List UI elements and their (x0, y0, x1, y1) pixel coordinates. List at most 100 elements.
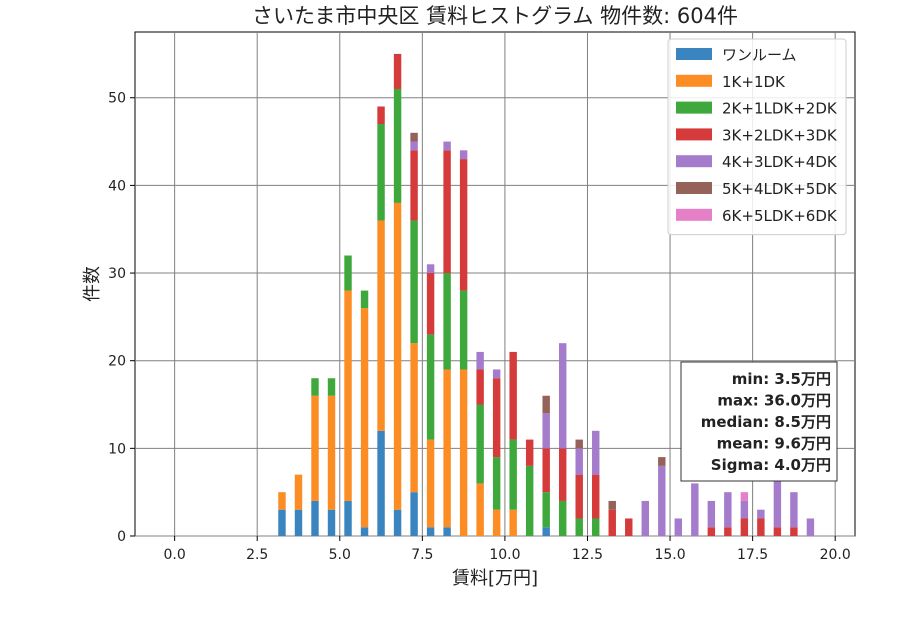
bar-segment-s4 (674, 518, 683, 536)
legend-label: 2K+1LDK+2DK (722, 100, 838, 118)
bar-segment-s1 (377, 220, 385, 431)
bar-segment-s4 (724, 492, 732, 528)
bar-segment-s4 (542, 413, 550, 449)
y-tick-label: 20 (108, 354, 126, 370)
bar-segment-s4 (476, 351, 484, 370)
bar-segment-s1 (393, 202, 402, 510)
bar-segment-s2 (492, 457, 501, 510)
bar-segment-s1 (311, 395, 319, 501)
bar-segment-s0 (278, 509, 286, 536)
legend: ワンルーム 1K+1DK 2K+1LDK+2DK 3K+2LDK+3DK 4K+3LDK… (667, 38, 847, 236)
bar-segment-s2 (558, 500, 567, 536)
bar-segment-s3 (575, 474, 583, 519)
bar-segment-s1 (278, 492, 286, 510)
bar-segment-s2 (592, 518, 600, 536)
bar-segment-s3 (410, 150, 418, 221)
legend-swatch (676, 128, 712, 141)
x-tick-label: 20.0 (820, 547, 851, 563)
legend-swatch (676, 48, 712, 60)
bar-segment-s3 (443, 150, 451, 274)
bar-segment-s0 (393, 509, 402, 536)
bar-segment-s2 (509, 439, 517, 510)
legend-label: ワンルーム (722, 46, 797, 64)
histogram-bars (278, 53, 815, 536)
legend-swatch (676, 155, 712, 168)
bar-segment-s2 (476, 404, 484, 484)
bar-segment-s3 (542, 448, 550, 493)
stats-line: max: 36.0万円 (717, 392, 831, 410)
bar-segment-s2 (426, 334, 435, 440)
bar-segment-s0 (360, 527, 369, 536)
x-tick-label: 5.0 (329, 547, 351, 563)
bar-segment-s5 (575, 439, 583, 449)
bar-segment-s0 (443, 527, 451, 536)
bar-segment-s3 (377, 106, 385, 125)
bar-segment-s2 (575, 518, 583, 536)
bar-segment-s5 (658, 457, 666, 466)
x-axis-ticks: 0.0 2.5 5.0 7.5 10.0 12.5 15.0 17.5 20.0 (164, 536, 851, 563)
bar-segment-s1 (476, 483, 484, 536)
bar-segment-s0 (410, 492, 418, 536)
stats-line: Sigma: 4.0万円 (711, 456, 831, 474)
bar-segment-s2 (311, 378, 319, 396)
y-tick-label: 10 (108, 441, 126, 457)
bar-segment-s0 (426, 527, 435, 536)
bar-segment-s1 (327, 395, 336, 510)
bar-segment-s4 (443, 141, 451, 151)
bar-segment-s0 (294, 509, 303, 536)
bar-segment-s3 (757, 518, 765, 536)
bar-segment-s4 (658, 465, 666, 536)
bar-segment-s4 (691, 483, 699, 536)
bar-segment-s4 (707, 500, 716, 528)
bar-segment-s4 (773, 474, 782, 528)
x-tick-label: 7.5 (411, 547, 433, 563)
bar-segment-s6 (740, 492, 749, 501)
legend-swatch (676, 101, 712, 114)
bar-segment-s0 (377, 430, 385, 536)
bar-segment-s2 (327, 378, 336, 396)
bar-segment-s0 (344, 500, 352, 536)
bar-segment-s2 (393, 88, 402, 203)
bar-segment-s3 (393, 53, 402, 89)
bar-segment-s1 (443, 369, 451, 528)
bar-segment-s0 (327, 509, 336, 536)
bar-segment-s1 (294, 474, 303, 510)
chart-title: さいたま市中央区 賃料ヒストグラム 物件数: 604件 (252, 4, 738, 28)
bar-segment-s3 (707, 527, 716, 536)
bar-segment-s3 (525, 439, 534, 466)
bar-segment-s4 (459, 150, 468, 160)
bar-segment-s2 (360, 290, 369, 309)
bar-segment-s5 (608, 500, 616, 510)
x-tick-label: 0.0 (164, 547, 186, 563)
bar-segment-s3 (592, 474, 600, 519)
legend-swatch (676, 74, 712, 87)
bar-segment-s2 (344, 255, 352, 291)
bar-segment-s0 (542, 527, 550, 536)
stats-frame (680, 361, 838, 482)
bar-segment-s3 (724, 527, 732, 536)
bar-segment-s4 (558, 343, 567, 449)
bar-segment-s1 (459, 369, 468, 536)
stats-line: mean: 9.6万円 (717, 435, 831, 453)
x-tick-label: 10.0 (489, 547, 520, 563)
bar-segment-s4 (806, 518, 815, 536)
bar-segment-s1 (344, 290, 352, 501)
legend-label: 1K+1DK (722, 73, 786, 91)
bar-segment-s1 (492, 509, 501, 536)
bar-segment-s3 (558, 448, 567, 501)
bar-segment-s2 (542, 492, 550, 528)
legend-swatch (676, 208, 712, 221)
bar-segment-s1 (509, 509, 517, 536)
bar-segment-s1 (360, 308, 369, 528)
bar-segment-s4 (641, 500, 649, 536)
y-tick-label: 30 (108, 266, 126, 282)
bar-segment-s5 (410, 132, 418, 142)
stats-box: min: 3.5万円 max: 36.0万円 median: 8.5万円 mean: … (680, 361, 838, 482)
x-tick-label: 12.5 (572, 547, 603, 563)
x-axis-label: 賃料[万円] (452, 568, 538, 589)
legend-label: 6K+5LDK+6DK (722, 207, 838, 225)
x-tick-label: 15.0 (654, 547, 685, 563)
bar-segment-s2 (525, 465, 534, 536)
bar-segment-s4 (426, 264, 435, 274)
bar-segment-s3 (459, 159, 468, 291)
